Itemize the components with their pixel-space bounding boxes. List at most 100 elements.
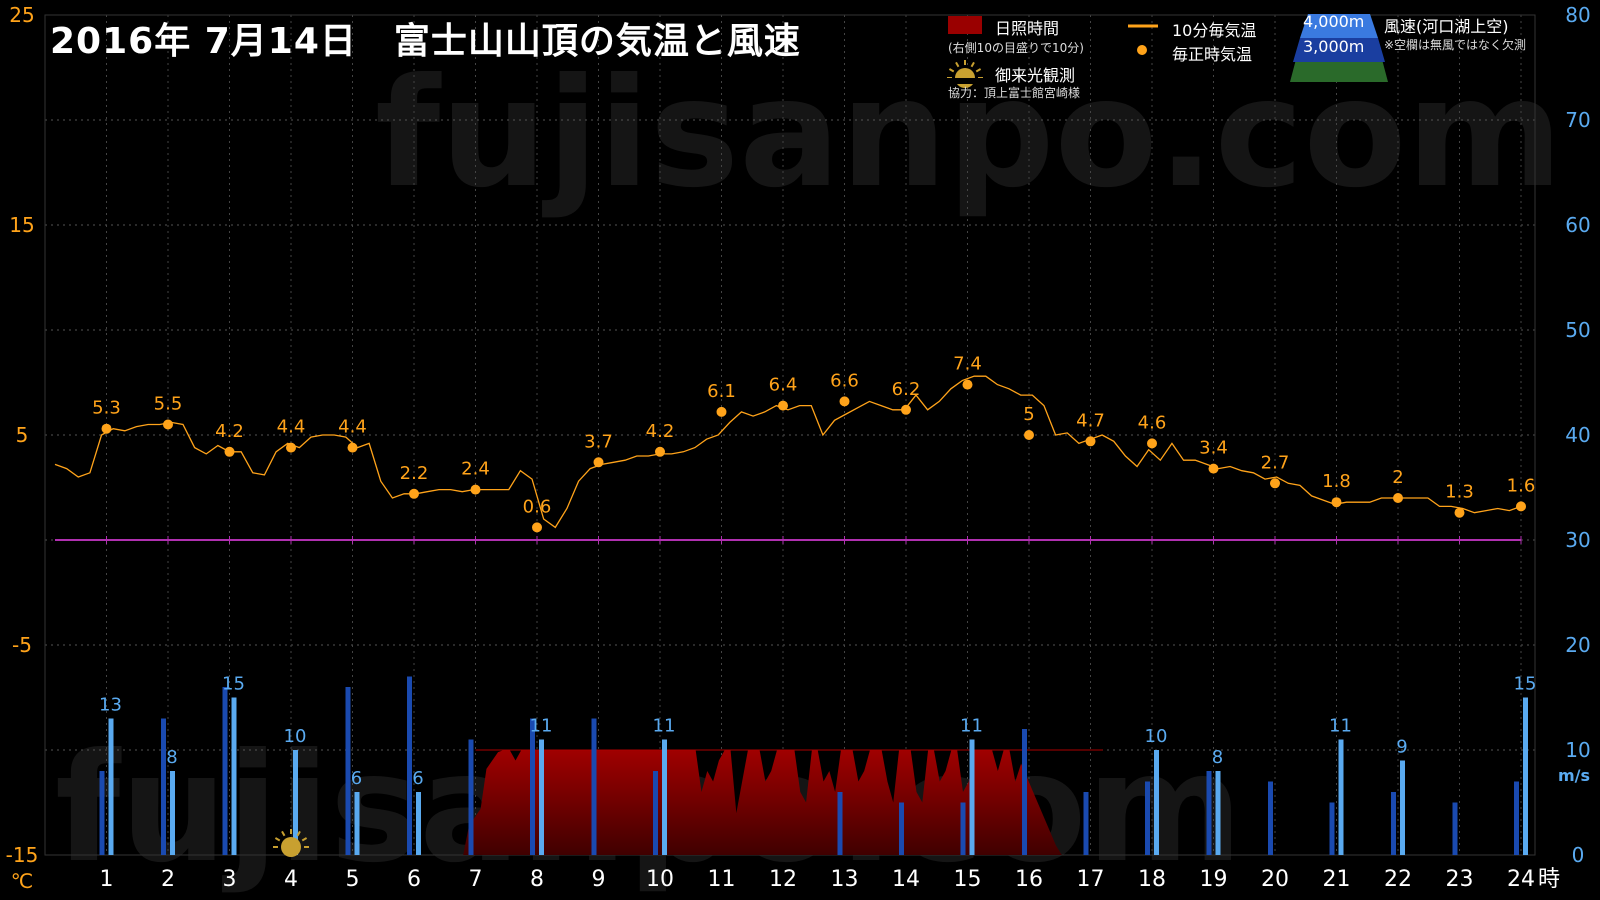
x-tick-label: 8 xyxy=(530,867,544,892)
legend-alt-3000: 3,000m xyxy=(1303,37,1365,56)
temp-hourly-point xyxy=(1147,438,1157,449)
wind3000-bar xyxy=(591,718,597,855)
temp-hourly-label: 2.2 xyxy=(400,463,429,484)
wind3000-bar xyxy=(468,739,474,855)
temp-hourly-point xyxy=(716,406,727,417)
legend-goraiko-ray xyxy=(975,68,982,73)
x-tick-label: 14 xyxy=(892,867,920,892)
x-tick-label: 20 xyxy=(1261,867,1289,892)
temp-hourly-label: 1.8 xyxy=(1322,471,1351,492)
wind3000-bar xyxy=(407,676,412,855)
wind3000-bar xyxy=(345,687,351,855)
temp-hourly-point xyxy=(593,457,604,468)
legend-goraiko: 御来光観測 xyxy=(995,66,1076,85)
x-tick-label: 12 xyxy=(769,867,797,892)
temp-hourly-point xyxy=(1454,507,1465,518)
x-tick-label: 10 xyxy=(646,867,674,892)
temp-hourly-point xyxy=(347,442,358,453)
wind4000-label: 6 xyxy=(351,768,362,789)
temp-hourly-point xyxy=(655,446,665,457)
temp-hourly-label: 2 xyxy=(1392,467,1403,488)
chart-title: 2016年 7月14日 富士山山頂の気温と風速 xyxy=(50,21,801,62)
left-tick-label: 25 xyxy=(9,3,34,27)
temp-hourly-label: 3.4 xyxy=(1199,438,1228,459)
temp-hourly-label: 3.7 xyxy=(584,431,613,452)
wind4000-bar xyxy=(539,739,544,855)
right-tick-label: 50 xyxy=(1565,318,1590,342)
wind3000-bar xyxy=(1452,802,1458,855)
x-tick-label: 11 xyxy=(708,867,736,892)
goraiko-sun-icon xyxy=(281,837,301,857)
right-tick-label: 30 xyxy=(1565,528,1590,552)
x-tick-label: 23 xyxy=(1446,867,1474,892)
legend-alt-4000: 4,000m xyxy=(1303,12,1365,31)
wind4000-bar xyxy=(1154,750,1159,855)
temp-hourly-label: 4.6 xyxy=(1138,412,1167,433)
temp-hourly-label: 7.4 xyxy=(953,354,982,375)
temp-hourly-label: 4.2 xyxy=(646,421,675,442)
temp-hourly-label: 6.4 xyxy=(769,375,798,396)
legend-sunshine-swatch xyxy=(948,16,982,34)
temp-hourly-point xyxy=(409,488,419,499)
temp-hourly-point xyxy=(1393,493,1403,503)
wind4000-bar xyxy=(108,718,114,855)
wind4000-label: 11 xyxy=(653,716,676,737)
x-tick-label: 6 xyxy=(407,867,421,892)
legend-mountain-4000 xyxy=(1300,14,1378,38)
left-tick-label: 5 xyxy=(16,423,29,447)
wind3000-bar xyxy=(1206,771,1212,855)
temp-hourly-point xyxy=(839,396,850,407)
x-tick-label: 1 xyxy=(100,867,114,892)
right-tick-label: 60 xyxy=(1565,213,1590,237)
wind3000-bar xyxy=(530,718,535,855)
temp-hourly-point xyxy=(1270,478,1280,489)
x-tick-label: 9 xyxy=(592,867,606,892)
wind3000-bar xyxy=(899,802,904,855)
wind3000-bar xyxy=(837,792,843,855)
left-tick-label: -5 xyxy=(12,633,32,657)
temp-hourly-point xyxy=(1331,497,1342,508)
sunshine-area xyxy=(463,749,1103,855)
temp-hourly-label: 6.6 xyxy=(830,370,859,391)
right-tick-label: 80 xyxy=(1565,3,1590,27)
x-tick-label: 5 xyxy=(346,867,360,892)
temperature-line: 5.3 5.5 4.2 4.4 4.4 2.2 2.4 0.6 3.7 4.2 6.1 6.4 6.6 6… xyxy=(54,354,1536,533)
zero-line xyxy=(55,536,1522,544)
legend-sunshine-note: (右側10の目盛りで10分) xyxy=(948,41,1084,55)
temp-hourly-label: 1.6 xyxy=(1507,475,1536,496)
x-tick-label: 22 xyxy=(1384,867,1412,892)
grid xyxy=(44,14,1536,856)
x-tick-label: 7 xyxy=(469,867,483,892)
sunshine-fill xyxy=(463,750,1097,855)
wind4000-label: 15 xyxy=(222,674,245,695)
right-tick-label: 40 xyxy=(1565,423,1590,447)
temp-hourly-point xyxy=(286,442,296,453)
goraiko-sun-ray xyxy=(301,837,308,842)
wind4000-bar xyxy=(293,750,298,855)
wind4000-label: 6 xyxy=(412,768,423,789)
legend-temp10: 10分毎気温 xyxy=(1172,21,1257,40)
left-tick-label: -15 xyxy=(6,843,39,867)
x-tick-label: 13 xyxy=(831,867,859,892)
wind3000-bar xyxy=(161,718,166,855)
wind4000-bar xyxy=(662,739,667,855)
temp-hourly-label: 1.3 xyxy=(1445,482,1474,503)
wind4000-bar xyxy=(1400,760,1405,855)
wind4000-bar xyxy=(416,792,421,855)
temp-hourly-point xyxy=(224,446,235,457)
temp-hourly-point xyxy=(532,522,542,533)
wind3000-bar xyxy=(1329,802,1335,855)
x-unit-label: 時 xyxy=(1538,867,1560,892)
wind4000-label: 10 xyxy=(1145,726,1168,747)
temp-10min-line xyxy=(54,375,1522,529)
wind4000-label: 11 xyxy=(530,716,553,737)
wind4000-bar xyxy=(231,697,237,855)
temp-hourly-point xyxy=(1024,430,1034,440)
temp-hourly-point xyxy=(901,404,911,415)
temp-hourly-label: 6.2 xyxy=(892,379,921,400)
temp-hourly-label: 4.2 xyxy=(215,421,244,442)
wind4000-bar xyxy=(1338,739,1344,855)
legend-temp-hourly: 毎正時気温 xyxy=(1172,45,1253,64)
legend-graphics xyxy=(945,14,1388,88)
